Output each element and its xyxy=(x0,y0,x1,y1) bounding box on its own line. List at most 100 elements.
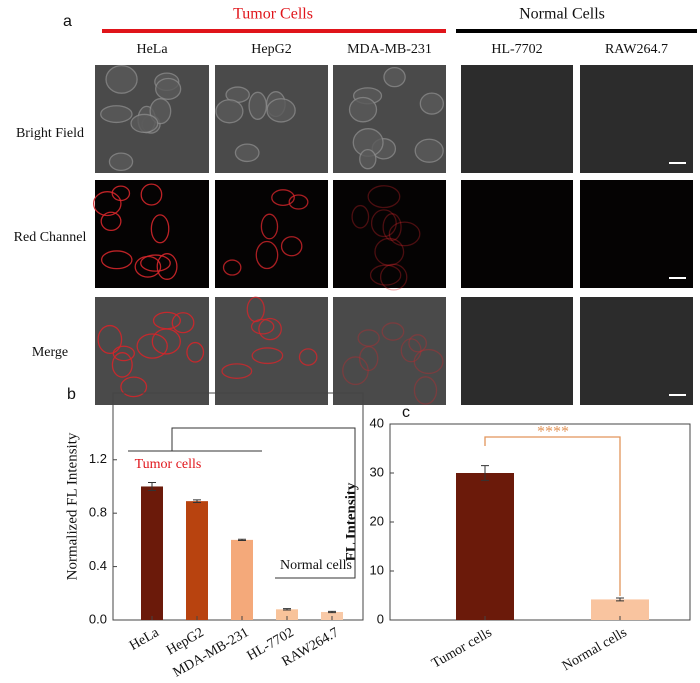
group-title: Tumor Cells xyxy=(233,6,313,23)
column-label: HeLa xyxy=(136,42,168,57)
bar xyxy=(231,539,253,620)
cell xyxy=(266,98,296,123)
cell xyxy=(400,338,422,363)
cell xyxy=(414,138,444,163)
cell xyxy=(97,324,123,355)
cell xyxy=(367,185,401,209)
cell xyxy=(280,236,303,257)
cell xyxy=(215,99,244,124)
error-bar xyxy=(148,481,156,491)
cell xyxy=(357,329,380,347)
cell xyxy=(120,376,148,398)
cell xyxy=(221,363,253,379)
x-tick-label: HeLa xyxy=(127,625,162,654)
cell xyxy=(388,221,421,247)
group-title: Normal Cells xyxy=(519,6,605,23)
y-tick-label: 0.4 xyxy=(89,558,107,573)
cell xyxy=(260,213,279,240)
cell xyxy=(358,345,379,372)
row-label: Red Channel xyxy=(14,230,87,245)
cell xyxy=(351,204,370,229)
bar xyxy=(186,501,208,620)
cell xyxy=(271,189,295,207)
cell xyxy=(381,322,405,341)
y-axis-label: FL Intensity xyxy=(343,482,359,561)
cell xyxy=(234,143,260,163)
cell xyxy=(369,264,402,286)
cell xyxy=(383,66,406,88)
cell xyxy=(288,194,309,210)
cell xyxy=(171,312,195,334)
y-tick-label: 0 xyxy=(377,611,384,626)
bar xyxy=(456,473,514,620)
x-tick-label: Tumor cells xyxy=(429,625,494,671)
cell xyxy=(156,253,178,280)
micrograph xyxy=(580,180,693,288)
cell xyxy=(342,356,369,386)
micrograph xyxy=(333,297,446,405)
cell xyxy=(370,209,397,238)
cell xyxy=(111,185,131,202)
micrograph xyxy=(461,180,573,288)
significance-bracket xyxy=(484,436,621,596)
panel-label: b xyxy=(67,386,76,403)
cell xyxy=(100,211,122,232)
y-tick-label: 10 xyxy=(370,562,384,577)
y-tick-label: 0.8 xyxy=(89,505,107,520)
cell xyxy=(92,191,122,217)
cell xyxy=(374,237,405,266)
cell xyxy=(111,352,133,378)
y-tick-label: 20 xyxy=(370,513,384,528)
column-label: MDA-MB-231 xyxy=(347,42,432,57)
cell xyxy=(359,148,377,170)
cell xyxy=(100,105,133,124)
y-tick-label: 0.0 xyxy=(89,611,107,626)
micrograph xyxy=(95,297,209,405)
bar xyxy=(276,609,298,620)
cell xyxy=(112,345,135,362)
y-tick-label: 1.2 xyxy=(89,451,107,466)
error-bar xyxy=(481,465,489,481)
cell xyxy=(382,213,402,242)
cell xyxy=(419,92,444,115)
cell xyxy=(140,183,163,206)
bar xyxy=(591,599,649,620)
annotation: **** xyxy=(537,424,569,441)
cell xyxy=(413,376,438,405)
x-tick-label: Normal cells xyxy=(560,625,630,674)
cell xyxy=(130,113,159,134)
panel-label: a xyxy=(63,13,72,30)
row-label: Bright Field xyxy=(16,126,84,141)
cell xyxy=(105,64,138,94)
cell xyxy=(186,341,205,363)
cell xyxy=(250,318,275,335)
cell xyxy=(100,250,133,270)
y-tick-label: 30 xyxy=(370,464,384,479)
cell xyxy=(222,259,242,276)
cell xyxy=(108,152,134,172)
bar xyxy=(141,486,163,620)
cell xyxy=(255,240,279,270)
cell xyxy=(408,334,427,353)
annotation: Normal cells xyxy=(280,558,352,573)
error-bar xyxy=(283,608,291,611)
row-label: Merge xyxy=(32,345,68,360)
cell xyxy=(152,311,181,330)
cell xyxy=(413,348,444,375)
panel-label: c xyxy=(402,404,410,421)
cell xyxy=(140,254,171,272)
group-bracket xyxy=(128,427,356,579)
cell xyxy=(379,263,408,291)
micrograph xyxy=(333,180,446,288)
y-tick-label: 40 xyxy=(370,415,384,430)
cell xyxy=(298,348,318,366)
cell xyxy=(258,317,282,341)
cell xyxy=(348,96,378,123)
y-axis-label: Normalized FL Intensity xyxy=(64,432,80,580)
error-bar xyxy=(193,499,201,503)
micrographs: HeLa HepG2 MDA-MB-231 HL-7702 RAW264.7 Bright… xyxy=(14,42,693,405)
micrograph xyxy=(580,65,693,173)
error-bar xyxy=(328,610,336,614)
micrograph xyxy=(580,297,693,405)
